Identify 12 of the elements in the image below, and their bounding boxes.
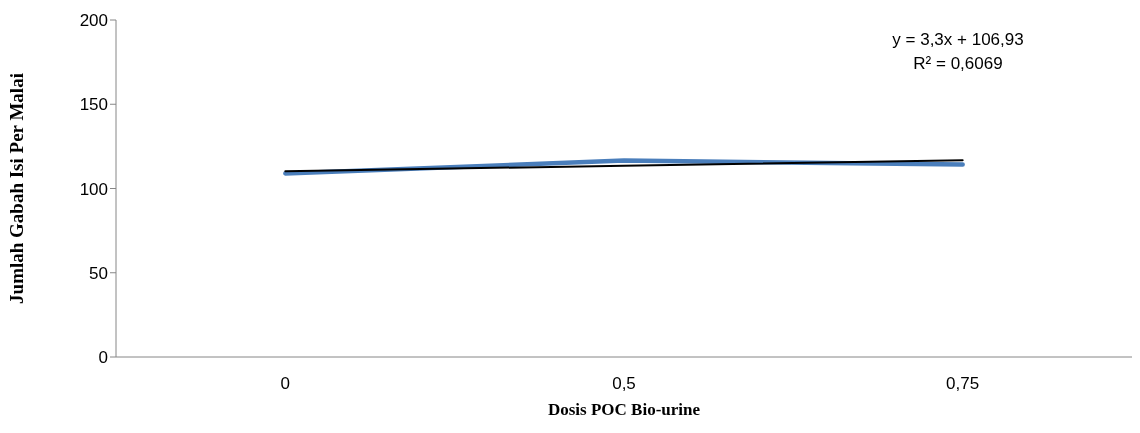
y-tick-label: 0 [98,348,108,368]
y-axis-title: Jumlah Gabah Isi Per Malai [5,73,27,304]
y-tick-label: 150 [79,95,108,115]
y-tick-label: 100 [79,179,108,199]
annotation: R² = 0,6069 [912,53,1004,75]
y-tick-label: 50 [89,263,108,283]
y-tick-label: 200 [79,11,108,31]
x-tick-label: 0,5 [612,374,636,394]
x-tick-label: 0,75 [946,374,980,394]
x-axis-title: Dosis POC Bio-urine [547,400,701,419]
annotation: y = 3,3x + 106,93 [891,29,1025,51]
x-tick-label: 0 [280,374,291,394]
